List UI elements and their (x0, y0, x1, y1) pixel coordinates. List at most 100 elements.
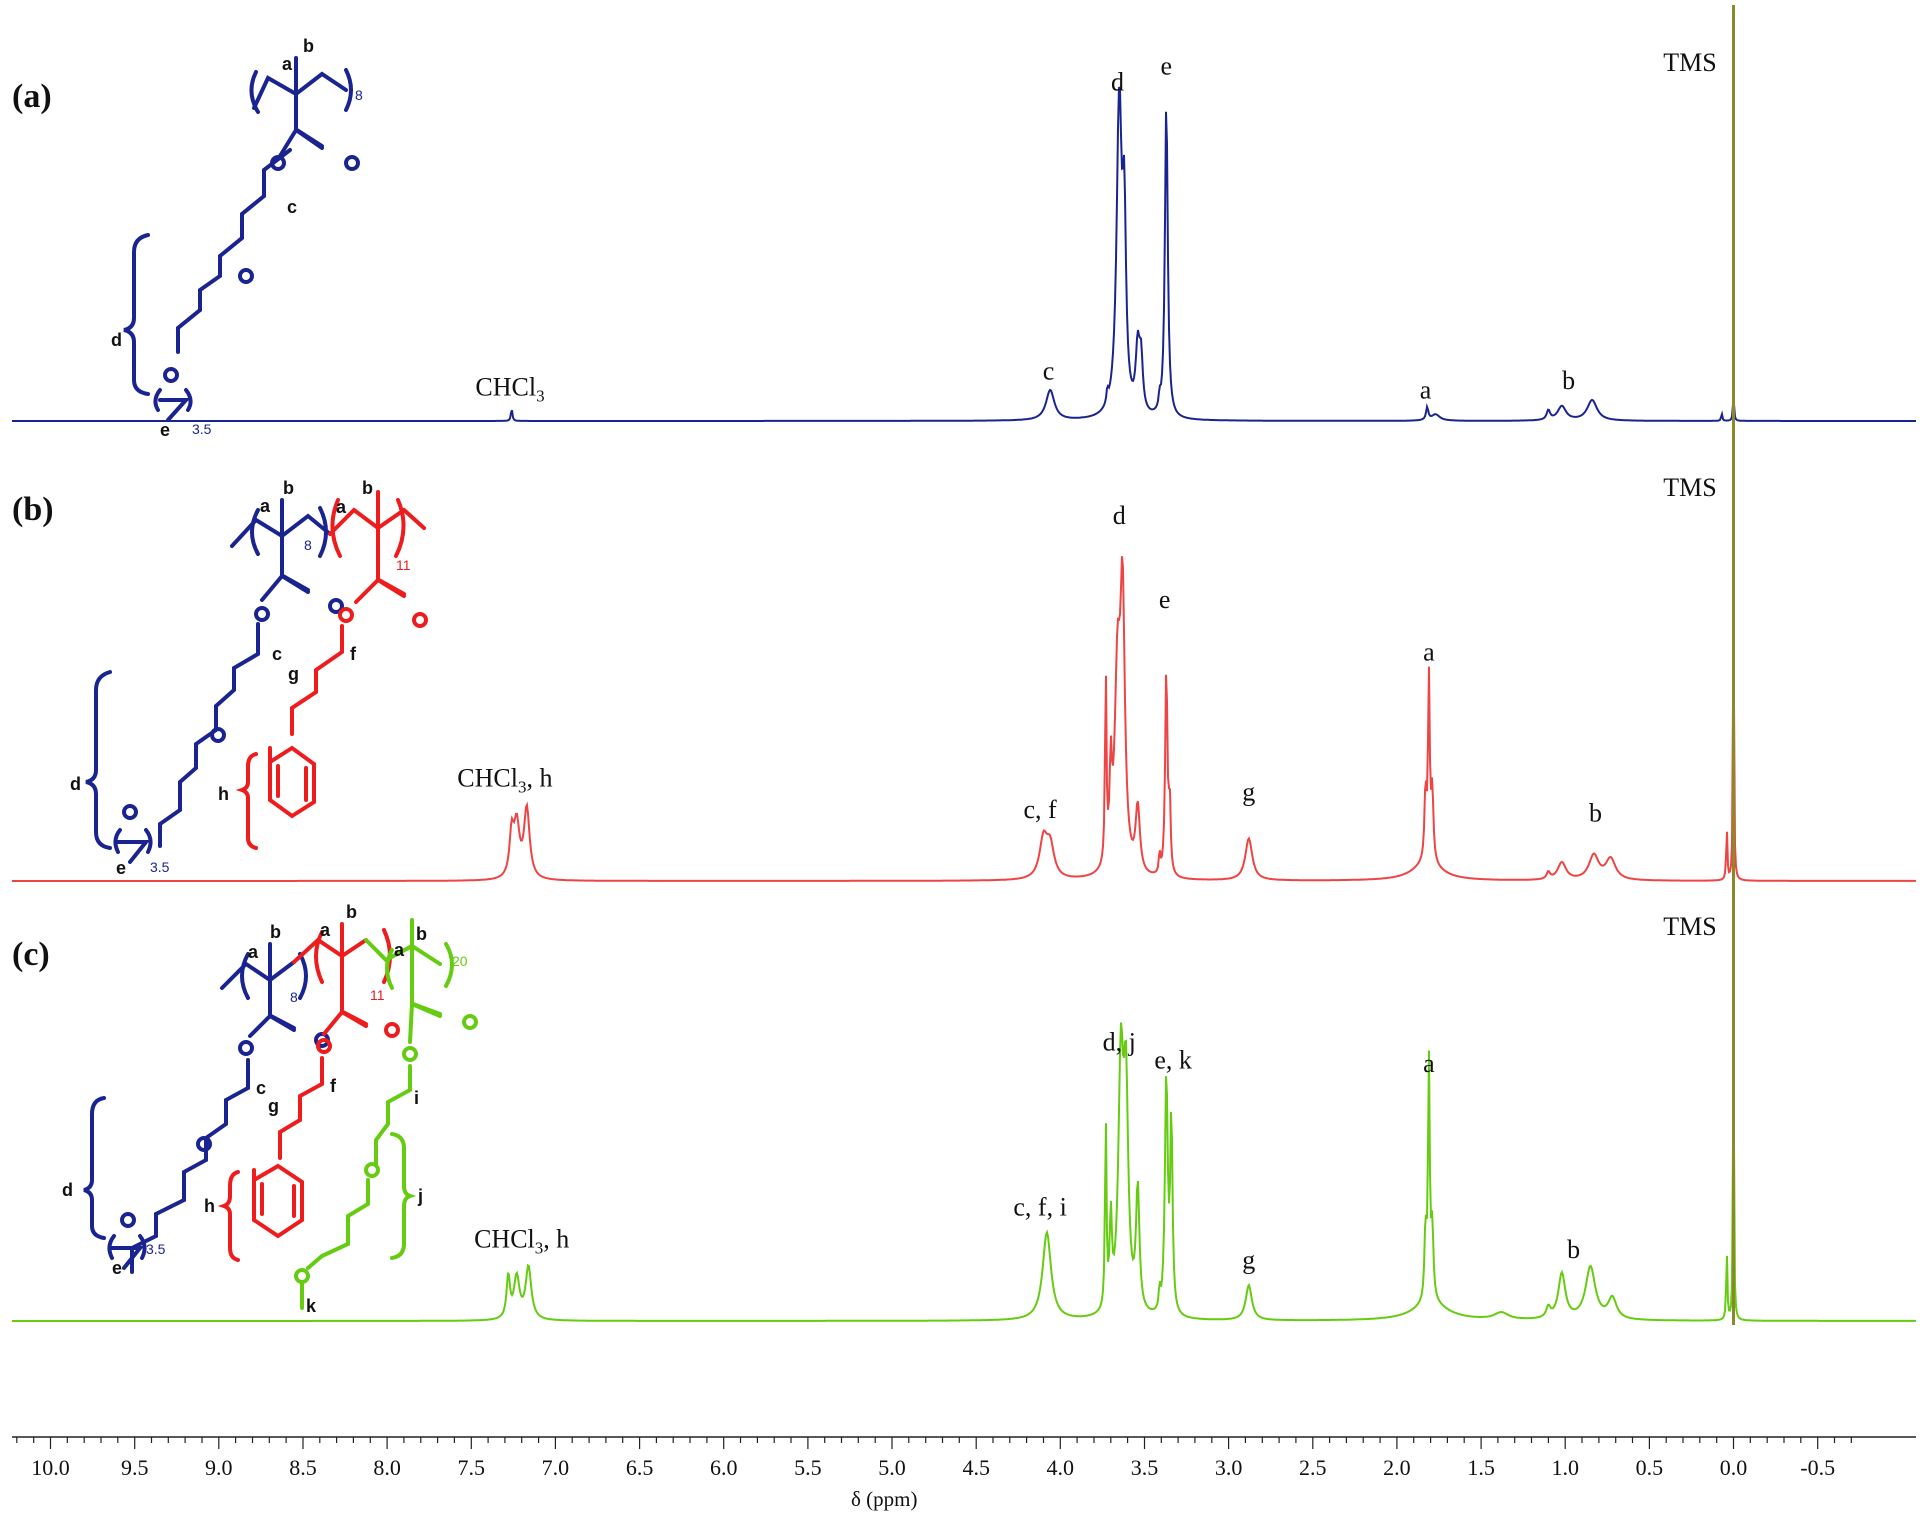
structure-a-terminal-o (163, 367, 179, 383)
struct-a-label-a: a (282, 54, 293, 74)
struct-c-label-j: j (417, 1186, 423, 1206)
struct-b-label-d: d (70, 774, 81, 794)
panel-label-c: (c) (12, 936, 50, 973)
x-tick-label: 6.5 (626, 1455, 654, 1480)
structure-b-carbonyl-o-blue (328, 598, 344, 614)
structure-c-ester-o-green (402, 1046, 418, 1062)
peak-label-3-6: b (1567, 1235, 1580, 1264)
peak-label-2-1: d (1113, 501, 1126, 530)
struct-b-label-b2: b (362, 478, 373, 498)
struct-c-pendant-repeat: 3.5 (146, 1241, 166, 1257)
peak-label-3-7: CHCl3, h (474, 1224, 569, 1257)
peak-label-3-1: d, j (1103, 1028, 1136, 1057)
peak-label-2-3: a (1423, 638, 1435, 667)
peak-label-1-4: a (1420, 376, 1432, 405)
x-tick-label: 9.5 (121, 1455, 149, 1480)
structure-b-bracket (85, 670, 153, 864)
struct-c-label-b3: b (416, 924, 427, 944)
structure-b-phenyl-bracket (235, 752, 258, 850)
structure-b (85, 490, 428, 864)
x-tick-label: 1.5 (1467, 1455, 1495, 1480)
structure-c-phenyl-bracket (217, 1170, 240, 1262)
peak-label-3-5: g (1242, 1245, 1255, 1274)
structure-a-sidechain (176, 92, 324, 354)
structure-b-carbonyl-o-red (412, 612, 428, 628)
structure-c-sidechain-blue (130, 978, 296, 1274)
peak-label-3-0: TMS (1663, 912, 1716, 941)
panel-label-b: (b) (12, 491, 54, 528)
structure-c-green-bracket (390, 1132, 417, 1260)
x-axis-title: δ (ppm) (851, 1487, 917, 1511)
spectrum-line-3 (12, 1022, 1916, 1322)
struct-b-label-a2: a (336, 497, 347, 517)
peak-label-2-4: g (1242, 778, 1255, 807)
struct-b-repeat-2: 11 (396, 557, 411, 573)
spectrum-line-1 (12, 86, 1916, 422)
struct-c-label-g: g (268, 1096, 279, 1116)
peak-label-1-5: b (1562, 366, 1575, 395)
peak-label-2-6: c, f (1023, 795, 1057, 824)
struct-c-label-a1: a (248, 942, 259, 962)
struct-b-label-g: g (288, 664, 299, 684)
x-tick-label: 6.0 (710, 1455, 738, 1480)
structure-a-ester-o (270, 155, 286, 171)
x-tick-label: 0.5 (1636, 1455, 1664, 1480)
struct-b-pendant-repeat: 3.5 (150, 859, 170, 875)
x-tick-label: 7.5 (458, 1455, 486, 1480)
structure-c (83, 918, 478, 1310)
structure-b-terminal-o (122, 804, 138, 820)
structure-a-bracket (123, 233, 193, 422)
structure-c-sidechain-green (300, 944, 442, 1310)
peak-label-1-6: CHCl3 (475, 373, 544, 406)
structure-c-ether-o-green (364, 1162, 380, 1178)
spectrum-line-2 (12, 556, 1916, 882)
structure-a-ether-o (238, 268, 254, 284)
x-tick-label: 5.0 (878, 1455, 906, 1480)
struct-c-label-k: k (306, 1296, 317, 1316)
struct-a-label-d: d (111, 330, 122, 350)
structure-a-labels: a b c d e 8 3.5 (111, 36, 363, 440)
peak-label-2-2: e (1159, 585, 1171, 614)
x-tick-label: 4.0 (1047, 1455, 1075, 1480)
x-tick-label: -0.5 (1800, 1455, 1835, 1480)
struct-c-repeat-1: 8 (290, 989, 298, 1005)
struct-b-label-a1: a (260, 496, 271, 516)
structure-c-backbone-green (364, 938, 454, 990)
struct-b-repeat-1: 8 (304, 537, 312, 553)
structure-b-sidechain-red (268, 526, 406, 819)
structure-c-ester-o-blue (238, 1040, 254, 1056)
x-axis-ticks: 10.0 9.5 9.0 8.5 8.0 7.5 7.0 6.5 6.0 5.5 5.0 4.5 4.0… (16, 1437, 1852, 1480)
structure-c-bracket (83, 1096, 147, 1270)
x-tick-label: 3.5 (1131, 1455, 1159, 1480)
spectra-layer (12, 5, 1916, 1325)
x-tick-label: 1.0 (1551, 1455, 1579, 1480)
peak-label-2-5: b (1589, 799, 1602, 828)
struct-c-label-f: f (330, 1076, 337, 1096)
peak-label-3-2: e, k (1154, 1045, 1192, 1074)
x-tick-label: 7.0 (542, 1455, 570, 1480)
struct-b-label-e: e (116, 858, 126, 878)
struct-c-label-c: c (256, 1078, 266, 1098)
structure-c-sidechain-red (252, 954, 368, 1239)
structure-b-ester-o-blue (254, 606, 270, 622)
x-tick-label: 10.0 (31, 1455, 70, 1480)
peak-label-2-0: TMS (1663, 473, 1716, 502)
struct-a-repeat: 8 (355, 87, 363, 103)
peak-labels-layer: TMS d e c a b CHCl3 TMS d e a g b c, f CHCl3, h TMS d, j… (457, 48, 1716, 1274)
x-tick-label: 8.0 (373, 1455, 401, 1480)
structure-c-labels: a b a b a b c d e f g h i j k 8 11 20 3.… (62, 902, 468, 1316)
structure-c-terminal-o (120, 1212, 136, 1228)
peak-label-1-0: TMS (1663, 48, 1716, 77)
struct-b-label-c: c (272, 644, 282, 664)
struct-c-label-b1: b (270, 922, 281, 942)
struct-c-label-a3: a (394, 940, 405, 960)
panel-label-a: (a) (12, 78, 52, 115)
struct-b-label-h: h (218, 784, 229, 804)
structure-c-terminal-o-green (294, 1268, 310, 1284)
struct-c-label-a2: a (320, 920, 331, 940)
x-tick-label: 2.5 (1299, 1455, 1327, 1480)
x-tick-label: 8.5 (289, 1455, 317, 1480)
structure-b-sidechain-blue (158, 534, 310, 848)
x-tick-label: 0.0 (1720, 1455, 1748, 1480)
struct-a-label-b: b (303, 36, 314, 56)
